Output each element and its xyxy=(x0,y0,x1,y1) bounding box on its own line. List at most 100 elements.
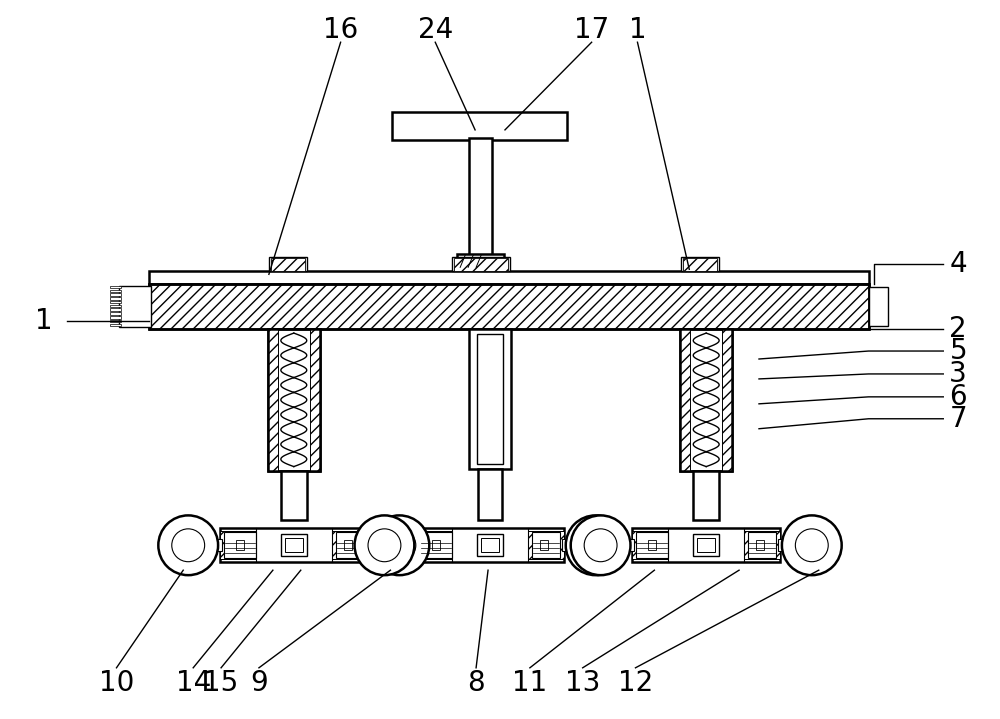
Bar xyxy=(693,534,719,557)
Bar xyxy=(336,532,364,558)
Text: 4: 4 xyxy=(949,250,967,278)
Bar xyxy=(697,539,715,552)
Bar xyxy=(110,297,121,300)
Circle shape xyxy=(368,529,401,562)
Bar xyxy=(627,539,634,551)
Bar xyxy=(457,255,504,270)
Text: 24: 24 xyxy=(418,17,453,45)
Bar xyxy=(119,286,151,327)
Text: 10: 10 xyxy=(99,669,134,697)
Bar xyxy=(632,531,668,559)
Bar xyxy=(778,539,786,551)
Bar xyxy=(149,271,869,284)
Bar xyxy=(110,320,121,322)
Circle shape xyxy=(158,516,218,575)
Text: 2: 2 xyxy=(949,315,967,343)
Bar xyxy=(366,539,373,551)
Bar xyxy=(392,112,567,140)
Bar xyxy=(332,531,368,559)
Bar xyxy=(744,531,780,559)
Bar xyxy=(410,539,418,551)
Circle shape xyxy=(782,516,842,575)
Circle shape xyxy=(795,529,828,562)
Bar xyxy=(454,258,508,271)
Text: 8: 8 xyxy=(467,669,485,697)
Bar xyxy=(632,531,668,559)
Bar xyxy=(452,257,510,271)
Bar xyxy=(748,532,776,558)
Bar xyxy=(680,329,732,470)
Text: 7: 7 xyxy=(949,405,967,433)
Bar xyxy=(636,532,668,558)
Bar xyxy=(540,540,548,550)
Text: 1: 1 xyxy=(35,307,53,335)
Bar xyxy=(149,284,869,329)
Bar xyxy=(416,531,452,559)
Text: 6: 6 xyxy=(949,383,967,411)
Bar xyxy=(214,539,222,551)
Text: 3: 3 xyxy=(949,360,967,388)
Circle shape xyxy=(172,529,205,562)
Bar xyxy=(224,532,256,558)
Bar xyxy=(281,470,307,521)
Bar xyxy=(744,531,780,559)
Circle shape xyxy=(571,516,630,575)
Bar xyxy=(149,284,869,329)
Bar xyxy=(268,329,320,470)
Bar xyxy=(220,531,256,559)
Bar xyxy=(869,288,888,326)
Text: 1: 1 xyxy=(629,17,646,45)
Text: 17: 17 xyxy=(574,17,609,45)
Bar xyxy=(722,329,732,470)
Text: 15: 15 xyxy=(203,669,239,697)
Bar xyxy=(110,324,121,326)
Bar xyxy=(110,290,121,292)
Bar xyxy=(562,539,570,551)
Text: 11: 11 xyxy=(512,669,548,697)
Circle shape xyxy=(566,516,626,575)
Bar xyxy=(756,540,764,550)
Bar xyxy=(220,531,256,559)
Bar xyxy=(344,540,352,550)
Bar xyxy=(416,531,452,559)
Bar xyxy=(681,257,719,271)
Text: 13: 13 xyxy=(565,669,600,697)
Bar xyxy=(110,308,121,311)
Bar xyxy=(632,528,780,562)
Bar xyxy=(648,540,656,550)
Text: 9: 9 xyxy=(250,669,268,697)
Bar xyxy=(271,258,305,271)
Bar xyxy=(269,257,307,271)
Bar xyxy=(310,329,320,470)
Circle shape xyxy=(584,529,617,562)
Bar xyxy=(683,258,717,271)
Circle shape xyxy=(370,516,429,575)
Bar xyxy=(268,329,320,470)
Bar xyxy=(236,540,244,550)
Bar xyxy=(420,532,452,558)
Bar xyxy=(680,329,732,470)
Bar xyxy=(477,334,503,464)
Circle shape xyxy=(579,529,612,562)
Bar xyxy=(477,534,503,557)
Bar xyxy=(281,534,307,557)
Bar xyxy=(528,531,564,559)
Circle shape xyxy=(383,529,416,562)
Bar xyxy=(481,539,499,552)
Bar xyxy=(110,305,121,307)
Bar xyxy=(220,528,368,562)
Bar xyxy=(532,532,560,558)
Bar xyxy=(110,293,121,296)
Bar xyxy=(528,531,564,559)
Text: 16: 16 xyxy=(323,17,358,45)
Bar xyxy=(416,528,564,562)
Circle shape xyxy=(355,516,414,575)
Text: 12: 12 xyxy=(618,669,653,697)
Bar xyxy=(110,301,121,303)
Text: 14: 14 xyxy=(176,669,211,697)
Bar xyxy=(110,285,121,288)
Bar xyxy=(469,329,511,469)
Text: 5: 5 xyxy=(949,337,967,365)
Bar xyxy=(110,316,121,319)
Bar xyxy=(110,312,121,315)
